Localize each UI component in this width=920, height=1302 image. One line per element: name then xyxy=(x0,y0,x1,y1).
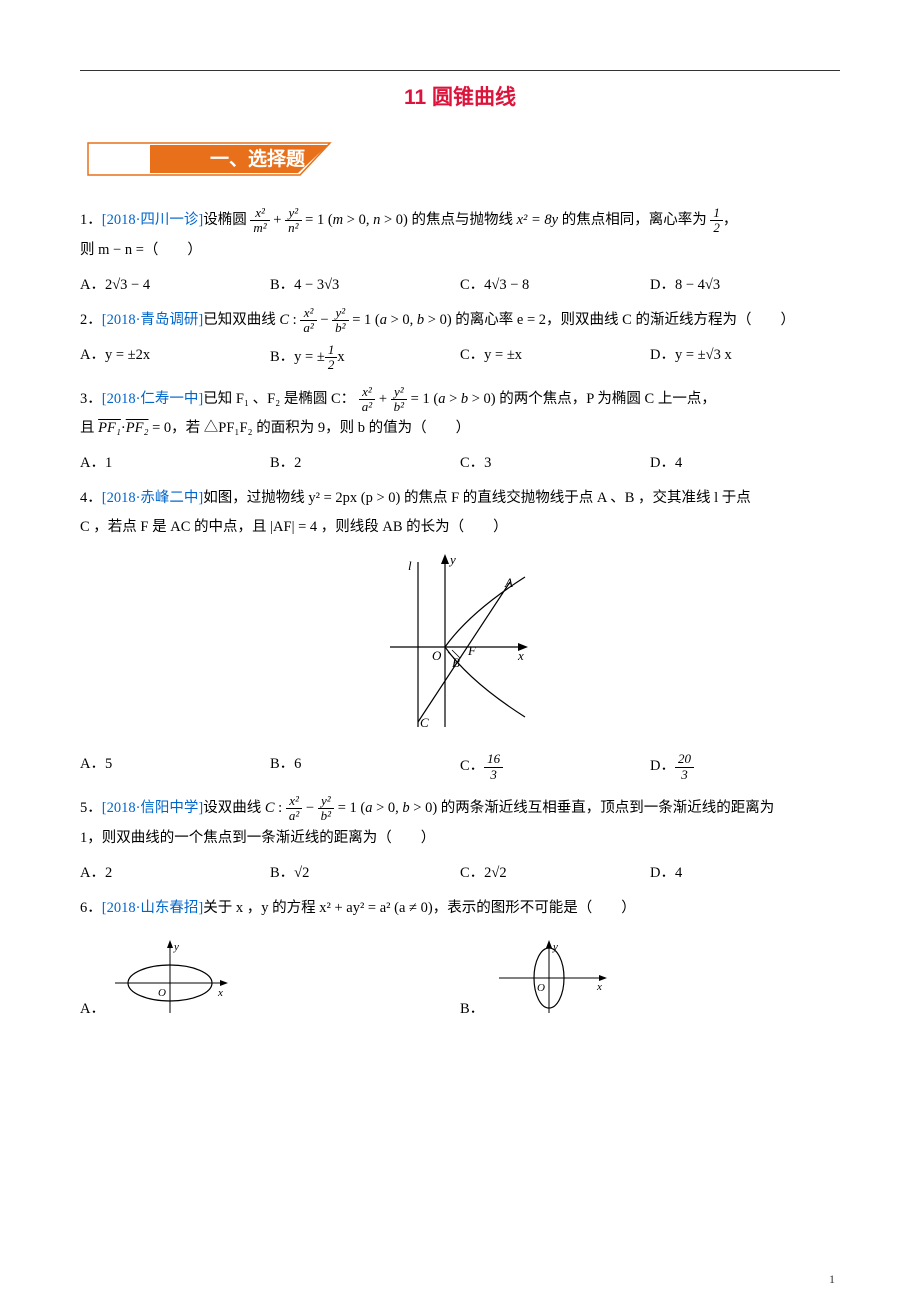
q3-optB: B．2 xyxy=(270,451,460,472)
q6-source: [2018·山东春招] xyxy=(102,900,204,916)
section-label: 一、选择题 xyxy=(210,148,305,170)
q1-optC: C．4√3 − 8 xyxy=(460,273,650,294)
q4-optB: B．6 xyxy=(270,752,460,782)
q3-options: A．1 B．2 C．3 D．4 xyxy=(80,451,840,472)
q3-optD: D．4 xyxy=(650,451,840,472)
q5-optC: C．2√2 xyxy=(460,861,650,882)
section-header: 一、选择题 xyxy=(80,141,840,191)
q4-optC: C．163 xyxy=(460,752,650,782)
horizontal-ellipse-icon: O y x xyxy=(110,938,230,1018)
q6-optB: B． O y x xyxy=(460,938,840,1018)
q3-optA: A．1 xyxy=(80,451,270,472)
q1-text: 设椭圆 xyxy=(203,212,247,228)
q6-num: 6． xyxy=(80,900,102,916)
q2-num: 2． xyxy=(80,312,102,328)
svg-text:O: O xyxy=(537,982,545,994)
q3-source: [2018·仁寿一中] xyxy=(102,391,204,407)
q5-num: 5． xyxy=(80,800,102,816)
svg-text:F: F xyxy=(467,643,477,658)
svg-text:O: O xyxy=(432,648,442,663)
q2-options: A．y = ±2x B．y = ±12x C．y = ±x D．y = ±√3 … xyxy=(80,343,840,373)
svg-text:y: y xyxy=(552,941,558,953)
parabola-diagram-icon: l y x O F A B C xyxy=(390,552,530,732)
question-1: 1．[2018·四川一诊]设椭圆 x²m² + y²n² = 1 (m > 0,… xyxy=(80,206,840,265)
svg-text:C: C xyxy=(420,715,429,730)
q2-optB: B．y = ±12x xyxy=(270,343,460,373)
q5-source: [2018·信阳中学] xyxy=(102,800,204,816)
q1-source: [2018·四川一诊] xyxy=(102,212,204,228)
q1-optA: A．2√3 − 4 xyxy=(80,273,270,294)
section-banner-icon: 一、选择题 xyxy=(80,141,340,185)
vertical-ellipse-icon: O y x xyxy=(489,938,609,1018)
q1-optD: D．8 − 4√3 xyxy=(650,273,840,294)
svg-text:x: x xyxy=(596,981,602,993)
q1-optB: B．4 − 3√3 xyxy=(270,273,460,294)
q6-figures: A． O y x B． O y x xyxy=(80,938,840,1018)
top-rule xyxy=(80,70,840,71)
q4-optA: A．5 xyxy=(80,752,270,782)
svg-text:l: l xyxy=(408,558,412,573)
q3-optC: C．3 xyxy=(460,451,650,472)
q5-optA: A．2 xyxy=(80,861,270,882)
question-6: 6．[2018·山东春招]关于 x ，y 的方程 x² + ay² = a² (… xyxy=(80,894,840,923)
svg-text:y: y xyxy=(448,552,456,567)
svg-text:y: y xyxy=(173,941,179,953)
q2-optA: A．y = ±2x xyxy=(80,343,270,373)
question-3: 3．[2018·仁寿一中]已知 F₁ 、F₂ 是椭圆 C： x²a² + y²b… xyxy=(80,385,840,444)
svg-text:x: x xyxy=(217,987,223,999)
svg-text:A: A xyxy=(504,575,513,590)
q4-num: 4． xyxy=(80,490,102,506)
question-5: 5．[2018·信阳中学]设双曲线 C : x²a² − y²b² = 1 (a… xyxy=(80,794,840,853)
q6-optA: A． O y x xyxy=(80,938,460,1018)
question-2: 2．[2018·青岛调研]已知双曲线 C : x²a² − y²b² = 1 (… xyxy=(80,306,840,336)
q1-options: A．2√3 − 4 B．4 − 3√3 C．4√3 − 8 D．8 − 4√3 xyxy=(80,273,840,294)
q2-optC: C．y = ±x xyxy=(460,343,650,373)
q4-optD: D．203 xyxy=(650,752,840,782)
q2-optD: D．y = ±√3 x xyxy=(650,343,840,373)
q5-optD: D．4 xyxy=(650,861,840,882)
q5-optB: B．√2 xyxy=(270,861,460,882)
q1-line2: 则 m − n =（ ） xyxy=(80,242,202,258)
page-title: 11 圆锥曲线 xyxy=(80,81,840,111)
question-4: 4．[2018·赤峰二中]如图，过抛物线 y² = 2px (p > 0) 的焦… xyxy=(80,484,840,542)
q5-options: A．2 B．√2 C．2√2 D．4 xyxy=(80,861,840,882)
svg-text:x: x xyxy=(517,648,524,663)
svg-text:O: O xyxy=(158,987,166,999)
q4-options: A．5 B．6 C．163 D．203 xyxy=(80,752,840,782)
page-number: 1 xyxy=(829,1272,835,1287)
q1-num: 1． xyxy=(80,212,102,228)
q2-source: [2018·青岛调研] xyxy=(102,312,204,328)
q4-figure: l y x O F A B C xyxy=(80,552,840,737)
q3-num: 3． xyxy=(80,391,102,407)
q4-source: [2018·赤峰二中] xyxy=(102,490,204,506)
